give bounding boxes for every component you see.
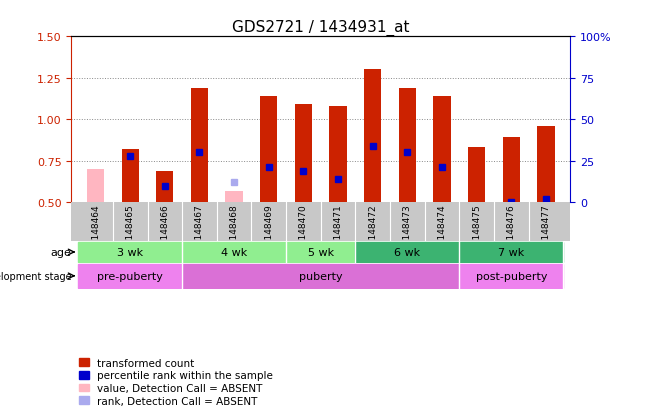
Bar	[78, 242, 182, 262]
Text: 3 wk: 3 wk	[117, 247, 143, 257]
Bar	[226, 191, 243, 203]
Bar	[156, 171, 174, 203]
Text: 4 wk: 4 wk	[221, 247, 248, 257]
Bar	[459, 265, 563, 288]
Bar	[355, 242, 459, 262]
Title: GDS2721 / 1434931_at: GDS2721 / 1434931_at	[232, 20, 410, 36]
Bar	[503, 138, 520, 203]
Bar	[78, 265, 182, 288]
Bar	[87, 170, 104, 203]
Text: post-puberty: post-puberty	[476, 271, 547, 281]
Text: GSM148473: GSM148473	[403, 204, 412, 259]
Bar	[399, 88, 416, 203]
Text: age: age	[51, 247, 71, 257]
Text: GSM148464: GSM148464	[91, 204, 100, 259]
Bar	[182, 265, 459, 288]
Text: GSM148472: GSM148472	[368, 204, 377, 259]
Bar	[182, 242, 286, 262]
Text: pre-puberty: pre-puberty	[97, 271, 163, 281]
Bar	[468, 148, 485, 203]
Bar	[364, 70, 382, 203]
Bar	[329, 107, 347, 203]
Bar	[286, 242, 355, 262]
Legend: transformed count, percentile rank within the sample, value, Detection Call = AB: transformed count, percentile rank withi…	[76, 356, 275, 408]
Bar	[260, 97, 277, 203]
Bar	[295, 105, 312, 203]
Text: GSM148476: GSM148476	[507, 204, 516, 259]
Bar	[191, 88, 208, 203]
Bar	[537, 126, 555, 203]
Text: 6 wk: 6 wk	[395, 247, 421, 257]
Text: GSM148465: GSM148465	[126, 204, 135, 259]
Text: GSM148471: GSM148471	[334, 204, 343, 259]
Text: GSM148468: GSM148468	[229, 204, 238, 259]
Text: puberty: puberty	[299, 271, 343, 281]
Bar	[122, 150, 139, 203]
Text: GSM148477: GSM148477	[542, 204, 551, 259]
Text: development stage: development stage	[0, 271, 71, 281]
Text: 7 wk: 7 wk	[498, 247, 524, 257]
Text: GSM148469: GSM148469	[264, 204, 273, 259]
Text: GSM148467: GSM148467	[195, 204, 204, 259]
Text: 5 wk: 5 wk	[308, 247, 334, 257]
Bar	[434, 97, 451, 203]
Text: GSM148474: GSM148474	[437, 204, 446, 259]
Text: GSM148470: GSM148470	[299, 204, 308, 259]
Text: GSM148466: GSM148466	[160, 204, 169, 259]
Text: GSM148475: GSM148475	[472, 204, 481, 259]
Bar	[459, 242, 563, 262]
